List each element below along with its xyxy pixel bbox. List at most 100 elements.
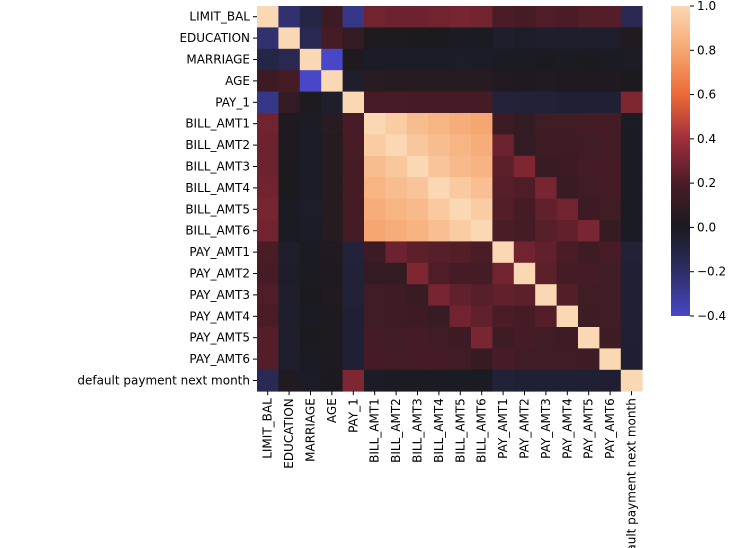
heatmap-cell-pay-amt3-pay-amt1 [492, 284, 515, 306]
heatmap-cell-pay-amt5-bill-amt5 [449, 327, 472, 349]
heatmap-cell-limit-bal-pay-amt6 [599, 6, 622, 28]
heatmap-cell-bill-amt1-bill-amt1 [364, 113, 386, 135]
heatmap-cell-pay-amt5-education [278, 327, 301, 349]
heatmap-cell-limit-bal-bill-amt3 [406, 6, 429, 28]
heatmap-cell-pay-amt1-pay-amt4 [556, 241, 579, 264]
heatmap-cell-default-payment-next-month-bill-amt1 [364, 369, 386, 392]
heatmap-cell-education-bill-amt6 [471, 27, 493, 50]
heatmap-cell-pay-amt2-bill-amt1 [364, 262, 386, 285]
heatmap-cell-marriage-bill-amt1 [364, 48, 386, 71]
y-tick-label-pay-amt5: PAY_AMT5 [189, 331, 250, 345]
colorbar-tick-label: −0.2 [697, 265, 726, 279]
heatmap-cell-education-default-payment-next-month [620, 27, 643, 50]
heatmap-cell-pay-amt4-bill-amt6 [471, 305, 493, 328]
heatmap-cell-bill-amt3-pay-amt4 [556, 155, 579, 178]
heatmap-cell-bill-amt5-pay-amt5 [578, 198, 600, 221]
heatmap-cell-marriage-pay-amt6 [599, 48, 622, 71]
heatmap-cell-education-pay-amt6 [599, 27, 622, 50]
heatmap-cell-marriage-bill-amt3 [406, 48, 429, 71]
heatmap-cell-pay-1-bill-amt1 [364, 91, 386, 114]
heatmap-cell-marriage-pay-1 [342, 48, 365, 71]
heatmap-cell-bill-amt3-bill-amt2 [385, 155, 408, 178]
heatmap-cell-pay-amt2-default-payment-next-month [620, 262, 643, 285]
heatmap-cell-bill-amt3-education [278, 155, 301, 178]
heatmap-cell-pay-amt3-bill-amt6 [471, 284, 493, 306]
y-tick-label-bill-amt1: BILL_AMT1 [185, 117, 250, 131]
heatmap-cell-pay-amt4-default-payment-next-month [620, 305, 643, 328]
heatmap-cell-pay-amt4-marriage [299, 305, 322, 328]
heatmap-cell-pay-amt5-pay-amt3 [535, 327, 557, 349]
heatmap-cell-marriage-bill-amt5 [449, 48, 472, 71]
heatmap-cell-pay-amt1-pay-1 [342, 241, 365, 264]
heatmap-cell-marriage-pay-amt3 [535, 48, 557, 71]
heatmap-cell-age-education [278, 70, 301, 92]
heatmap-cell-age-bill-amt4 [428, 70, 450, 92]
heatmap-cell-education-marriage [299, 27, 322, 50]
x-tick-label-pay-amt4: PAY_AMT4 [560, 398, 574, 459]
heatmap-cell-pay-amt2-bill-amt5 [449, 262, 472, 285]
heatmap-cell-pay-1-pay-amt6 [599, 91, 622, 114]
heatmap-cell-pay-amt6-age [321, 348, 343, 371]
heatmap-cell-bill-amt6-education [278, 220, 301, 242]
heatmap-cell-education-age [321, 27, 343, 50]
heatmap-cell-pay-1-marriage [299, 91, 322, 114]
heatmap-cell-pay-1-education [278, 91, 301, 114]
heatmap-cell-limit-bal-bill-amt4 [428, 6, 450, 28]
y-tick-label-limit-bal: LIMIT_BAL [189, 10, 250, 24]
x-tick-label-default-payment-next-month: default payment next month [625, 398, 639, 548]
heatmap-cell-default-payment-next-month-default-payment-next-month [620, 369, 643, 392]
heatmap-cell-default-payment-next-month-pay-amt5 [578, 369, 600, 392]
colorbar-tick-label: 1.0 [697, 0, 716, 13]
heatmap-cell-pay-amt2-pay-amt4 [556, 262, 579, 285]
heatmap-cell-bill-amt3-pay-amt3 [535, 155, 557, 178]
heatmap-cell-limit-bal-marriage [299, 6, 322, 28]
heatmap-cell-bill-amt1-bill-amt3 [406, 113, 429, 135]
heatmap-cell-education-bill-amt3 [406, 27, 429, 50]
heatmap-cell-bill-amt6-pay-amt1 [492, 220, 515, 242]
heatmap-cell-age-default-payment-next-month [620, 70, 643, 92]
heatmap-cell-bill-amt3-pay-amt5 [578, 155, 600, 178]
heatmap-cell-pay-amt5-pay-1 [342, 327, 365, 349]
heatmap-cell-bill-amt2-limit-bal [257, 134, 279, 157]
heatmap-cell-pay-amt2-pay-amt5 [578, 262, 600, 285]
heatmap-cell-pay-amt5-marriage [299, 327, 322, 349]
heatmap-cell-default-payment-next-month-pay-amt3 [535, 369, 557, 392]
heatmap-cell-bill-amt3-bill-amt5 [449, 155, 472, 178]
x-axis-ticks: LIMIT_BAL EDUCATION MARRIAGE AGE PAY_1 BILL_A… [261, 391, 639, 548]
y-axis-ticks: LIMIT_BAL EDUCATION MARRIAGE AGE PAY_1 BILL_A… [77, 10, 257, 388]
y-tick-label-bill-amt4: BILL_AMT4 [185, 181, 250, 195]
heatmap-cell-bill-amt1-bill-amt4 [428, 113, 450, 135]
heatmap-cell-pay-1-limit-bal [257, 91, 279, 114]
heatmap-cell-bill-amt6-bill-amt3 [406, 220, 429, 242]
heatmap-cell-pay-amt5-bill-amt2 [385, 327, 408, 349]
heatmap-cell-bill-amt3-age [321, 155, 343, 178]
heatmap-cell-pay-amt6-pay-1 [342, 348, 365, 371]
heatmap-cell-pay-amt3-pay-1 [342, 284, 365, 306]
y-tick-label-education: EDUCATION [179, 31, 250, 45]
x-tick-label-bill-amt5: BILL_AMT5 [453, 398, 467, 463]
colorbar-tick-label: 0.2 [697, 176, 716, 190]
heatmap-cell-education-pay-amt3 [535, 27, 557, 50]
heatmap-cell-pay-amt6-education [278, 348, 301, 371]
heatmap-cell-bill-amt4-bill-amt3 [406, 177, 429, 199]
heatmap-cell-pay-amt1-bill-amt2 [385, 241, 408, 264]
heatmap-cell-default-payment-next-month-education [278, 369, 301, 392]
heatmap-cell-bill-amt6-bill-amt6 [471, 220, 493, 242]
x-tick-label-bill-amt3: BILL_AMT3 [411, 398, 425, 463]
heatmap-cell-marriage-default-payment-next-month [620, 48, 643, 71]
heatmap-cell-bill-amt3-default-payment-next-month [620, 155, 643, 178]
x-tick-label-education: EDUCATION [282, 398, 296, 469]
heatmap-cell-pay-amt3-pay-amt5 [578, 284, 600, 306]
heatmap-cell-bill-amt1-pay-amt5 [578, 113, 600, 135]
heatmap-cell-bill-amt5-bill-amt4 [428, 198, 450, 221]
heatmap-cell-pay-amt4-pay-amt1 [492, 305, 515, 328]
colorbar: 1.0 0.8 0.6 0.4 0.2 0.0 −0.2 −0.4 [671, 0, 726, 323]
heatmap-cell-bill-amt6-pay-amt3 [535, 220, 557, 242]
heatmap-cell-bill-amt3-pay-amt2 [513, 155, 536, 178]
heatmap-cell-bill-amt6-bill-amt4 [428, 220, 450, 242]
x-tick-label-bill-amt4: BILL_AMT4 [432, 398, 446, 463]
heatmap-cell-bill-amt6-limit-bal [257, 220, 279, 242]
heatmap-cell-bill-amt5-education [278, 198, 301, 221]
heatmap-cell-pay-amt3-pay-amt4 [556, 284, 579, 306]
heatmap-cell-pay-amt4-pay-amt4 [556, 305, 579, 328]
